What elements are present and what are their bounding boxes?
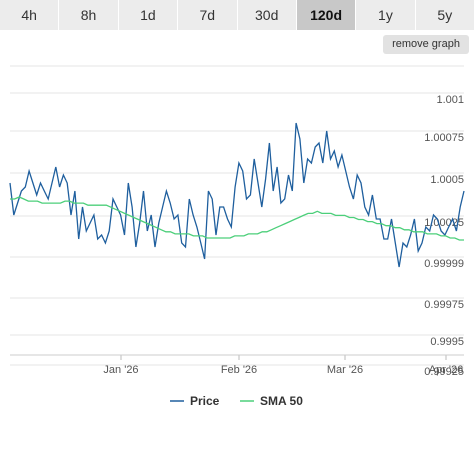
y-tick-label: 1.0005	[430, 174, 464, 186]
legend-label-sma-50: SMA 50	[260, 394, 303, 408]
tab-7d[interactable]: 7d	[178, 0, 238, 30]
legend-label-price: Price	[190, 394, 220, 408]
tab-4h[interactable]: 4h	[0, 0, 60, 30]
x-tick-label: Apr '26	[429, 364, 464, 376]
chart-legend: Price SMA 50	[170, 394, 303, 408]
y-axis-ticks: 0.99925 0.9995 0.99975 0.99999 1.00025 1.0005…	[424, 94, 464, 378]
y-tick-label: 1.00025	[424, 217, 464, 229]
chart-series	[9, 122, 465, 268]
series-line-price	[9, 122, 465, 268]
price-chart: 0.99925 0.9995 0.99975 0.99999 1.00025 1.0005…	[9, 65, 465, 408]
tab-30d[interactable]: 30d	[237, 0, 297, 30]
y-tick-label: 1.001	[436, 94, 464, 106]
legend-item-price[interactable]: Price	[170, 394, 220, 408]
x-tick-label: Feb '26	[221, 364, 257, 376]
tab-1y[interactable]: 1y	[356, 0, 416, 30]
legend-item-sma-50[interactable]: SMA 50	[240, 394, 303, 408]
series-line-sma-50	[10, 196, 464, 241]
timeframe-tabs: 4h 8h 1d 7d 30d 120d 1y 5y	[0, 0, 474, 30]
y-tick-label: 0.99925	[424, 366, 464, 378]
tab-8h[interactable]: 8h	[59, 0, 119, 30]
y-tick-label: 1.00075	[424, 132, 464, 144]
chart-grid	[10, 65, 464, 366]
y-tick-label: 0.9995	[430, 336, 464, 348]
x-tick-label: Jan '26	[103, 364, 138, 376]
tab-5y[interactable]: 5y	[415, 0, 474, 30]
remove-graph-button[interactable]: remove graph	[383, 35, 469, 54]
x-axis-ticks: Jan '26 Feb '26 Mar '26 Apr '26	[10, 354, 464, 376]
x-tick-label: Mar '26	[327, 364, 363, 376]
y-tick-label: 0.99999	[424, 258, 464, 270]
tab-1d[interactable]: 1d	[118, 0, 179, 30]
y-tick-label: 0.99975	[424, 299, 464, 311]
tab-120d[interactable]: 120d	[296, 0, 357, 30]
